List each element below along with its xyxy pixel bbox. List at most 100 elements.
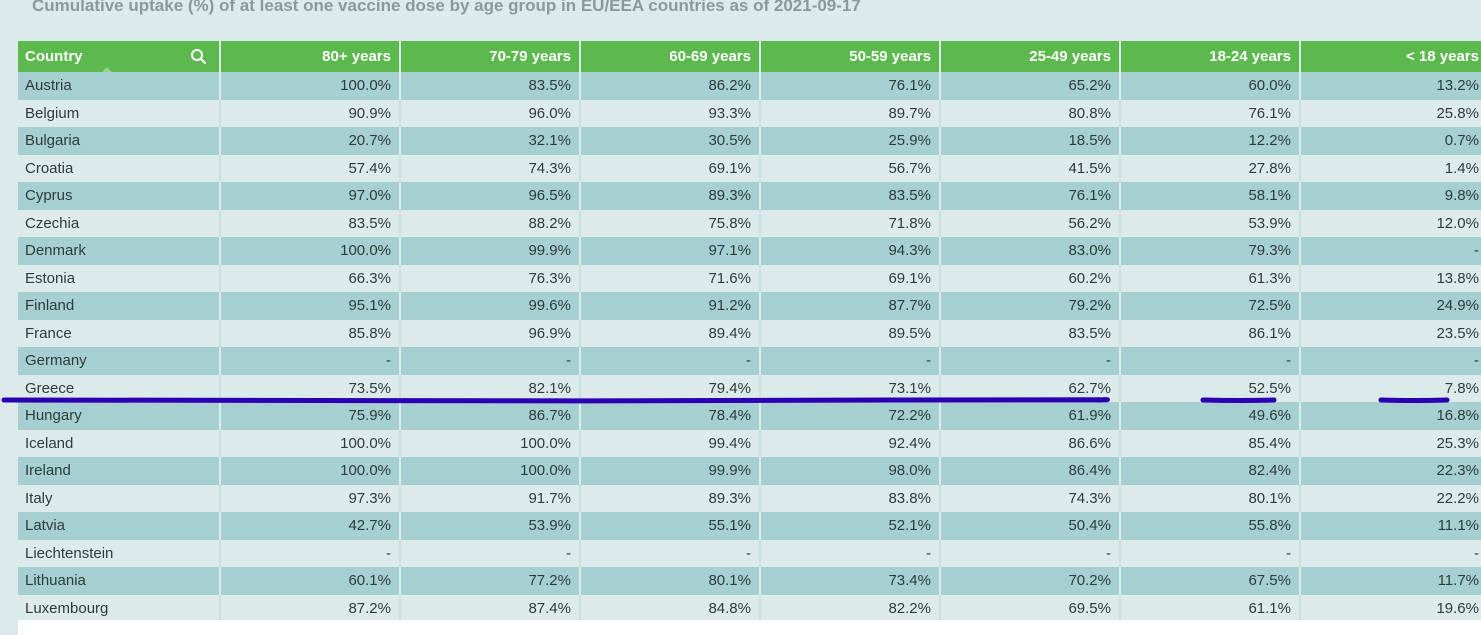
column-header[interactable]: 80+ years: [220, 41, 401, 72]
value-cell: 76.3%: [400, 264, 581, 292]
value-cell: 61.3%: [1120, 264, 1301, 292]
value-cell: 89.5%: [760, 319, 941, 347]
value-cell: -: [940, 347, 1121, 375]
value-cell: 89.4%: [580, 319, 761, 347]
value-cell: 80.1%: [580, 567, 761, 595]
value-cell: 89.3%: [580, 182, 761, 210]
value-cell: 77.2%: [400, 567, 581, 595]
country-cell: Germany: [18, 347, 221, 375]
value-cell: 7.8%: [1300, 374, 1481, 402]
value-cell: 100.0%: [220, 457, 401, 485]
search-icon[interactable]: [190, 48, 207, 65]
value-cell: 25.8%: [1300, 99, 1481, 127]
value-cell: 52.5%: [1120, 374, 1301, 402]
column-header-label: < 18 years: [1406, 48, 1479, 65]
value-cell: 93.3%: [580, 99, 761, 127]
value-cell: 92.4%: [760, 429, 941, 457]
column-header[interactable]: < 18 years: [1300, 41, 1481, 72]
value-cell: 99.6%: [400, 292, 581, 320]
value-cell: -: [940, 539, 1121, 567]
value-cell: 83.5%: [940, 319, 1121, 347]
value-cell: -: [760, 347, 941, 375]
table-row: Hungary 75.9% 86.7% 78.4% 72.2% 61.9% 49.6% 16.…: [18, 402, 1481, 430]
table-row: Austria 100.0% 83.5% 86.2% 76.1% 65.2% 60.0% 13…: [18, 72, 1481, 100]
column-header[interactable]: 18-24 years: [1120, 41, 1301, 72]
column-header-label: 70-79 years: [489, 48, 571, 65]
value-cell: 74.3%: [940, 484, 1121, 512]
value-cell: -: [1300, 347, 1481, 375]
value-cell: 12.0%: [1300, 209, 1481, 237]
country-cell: Finland: [18, 292, 221, 320]
country-cell: Lithuania: [18, 567, 221, 595]
value-cell: 88.2%: [400, 209, 581, 237]
value-cell: 100.0%: [220, 72, 401, 100]
value-cell: 95.1%: [220, 292, 401, 320]
value-cell: 71.8%: [760, 209, 941, 237]
table-row: Iceland 100.0% 100.0% 99.4% 92.4% 86.6% 85.4% 2…: [18, 429, 1481, 457]
column-header[interactable]: 70-79 years: [400, 41, 581, 72]
table-row: Finland 95.1% 99.6% 91.2% 87.7% 79.2% 72.5% 24.…: [18, 292, 1481, 320]
value-cell: 86.1%: [1120, 319, 1301, 347]
value-cell: 24.9%: [1300, 292, 1481, 320]
value-cell: 82.1%: [400, 374, 581, 402]
value-cell: 53.9%: [1120, 209, 1301, 237]
country-cell: Croatia: [18, 154, 221, 182]
value-cell: 99.9%: [580, 457, 761, 485]
value-cell: 79.4%: [580, 374, 761, 402]
country-cell: Estonia: [18, 264, 221, 292]
value-cell: 99.9%: [400, 237, 581, 265]
value-cell: -: [760, 539, 941, 567]
value-cell: 57.4%: [220, 154, 401, 182]
column-header[interactable]: 60-69 years: [580, 41, 761, 72]
table-row: Belgium 90.9% 96.0% 93.3% 89.7% 80.8% 76.1% 25.…: [18, 99, 1481, 127]
value-cell: 56.7%: [760, 154, 941, 182]
horizontal-scrollbar-track[interactable]: [18, 620, 1481, 635]
country-cell: Latvia: [18, 512, 221, 540]
value-cell: 12.2%: [1120, 127, 1301, 155]
value-cell: 96.0%: [400, 99, 581, 127]
value-cell: 74.3%: [400, 154, 581, 182]
table-row: Germany - - - - - - -: [18, 347, 1481, 375]
value-cell: 60.1%: [220, 567, 401, 595]
column-header[interactable]: 50-59 years: [760, 41, 941, 72]
value-cell: 96.9%: [400, 319, 581, 347]
value-cell: 83.0%: [940, 237, 1121, 265]
value-cell: 83.8%: [760, 484, 941, 512]
value-cell: 16.8%: [1300, 402, 1481, 430]
value-cell: 100.0%: [220, 237, 401, 265]
column-header-label: 18-24 years: [1209, 48, 1291, 65]
table-row: France 85.8% 96.9% 89.4% 89.5% 83.5% 86.1% 23.5…: [18, 319, 1481, 347]
value-cell: 42.7%: [220, 512, 401, 540]
value-cell: 65.2%: [940, 72, 1121, 100]
value-cell: 66.3%: [220, 264, 401, 292]
value-cell: 41.5%: [940, 154, 1121, 182]
table-row: Lithuania 60.1% 77.2% 80.1% 73.4% 70.2% 67.5% 1…: [18, 567, 1481, 595]
table-row: Greece 73.5% 82.1% 79.4% 73.1% 62.7% 52.5% 7.8%: [18, 374, 1481, 402]
country-cell: Belgium: [18, 99, 221, 127]
value-cell: 27.8%: [1120, 154, 1301, 182]
value-cell: 97.0%: [220, 182, 401, 210]
column-header[interactable]: 25-49 years: [940, 41, 1121, 72]
table-row: Estonia 66.3% 76.3% 71.6% 69.1% 60.2% 61.3% 13.…: [18, 264, 1481, 292]
value-cell: 22.2%: [1300, 484, 1481, 512]
column-header-country[interactable]: Country: [18, 41, 221, 72]
value-cell: 98.0%: [760, 457, 941, 485]
chart-title: Cumulative uptake (%) of at least one va…: [32, 0, 861, 15]
value-cell: 13.2%: [1300, 72, 1481, 100]
value-cell: 11.7%: [1300, 567, 1481, 595]
value-cell: 84.8%: [580, 594, 761, 622]
value-cell: 83.5%: [220, 209, 401, 237]
value-cell: 85.8%: [220, 319, 401, 347]
value-cell: 69.1%: [580, 154, 761, 182]
country-cell: Czechia: [18, 209, 221, 237]
value-cell: 19.6%: [1300, 594, 1481, 622]
value-cell: 96.5%: [400, 182, 581, 210]
value-cell: 73.4%: [760, 567, 941, 595]
value-cell: 89.7%: [760, 99, 941, 127]
value-cell: 87.4%: [400, 594, 581, 622]
country-cell: Ireland: [18, 457, 221, 485]
value-cell: 82.2%: [760, 594, 941, 622]
value-cell: 56.2%: [940, 209, 1121, 237]
value-cell: 61.1%: [1120, 594, 1301, 622]
value-cell: -: [400, 539, 581, 567]
